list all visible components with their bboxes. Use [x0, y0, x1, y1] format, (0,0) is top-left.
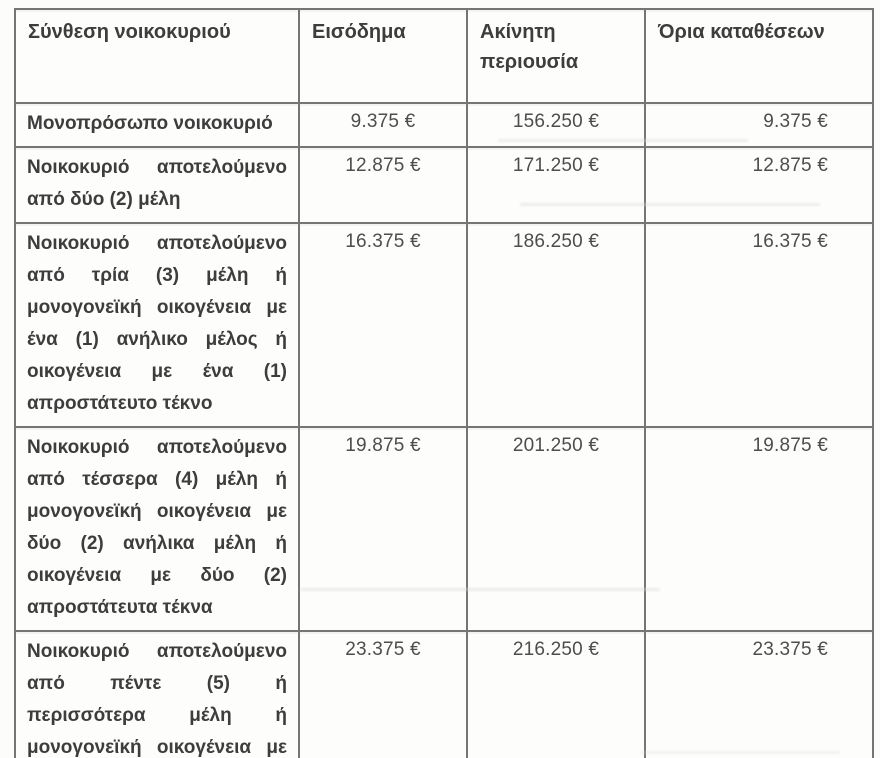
cell-income: 12.875 € [298, 146, 468, 224]
cell-composition: Νοικοκυριό αποτελούμενο από δύο (2) μέλη [14, 146, 300, 224]
table-header-row: Σύνθεση νοικοκυριού Εισόδημα Ακίνητη περ… [14, 8, 874, 104]
cell-real-estate: 171.250 € [466, 146, 646, 224]
scan-artifact [300, 588, 660, 591]
cell-income: 16.375 € [298, 222, 468, 428]
cell-income: 23.375 € [298, 630, 468, 758]
cell-composition: Νοικοκυριό αποτελούμενο από τέσσερα (4) … [14, 426, 300, 632]
column-header-deposit-limits: Όρια καταθέσεων [644, 8, 874, 104]
cell-deposit-limit: 9.375 € [644, 102, 874, 148]
cell-deposit-limit: 16.375 € [644, 222, 874, 428]
cell-real-estate: 186.250 € [466, 222, 646, 428]
cell-deposit-limit: 23.375 € [644, 630, 874, 758]
cell-deposit-limit: 12.875 € [644, 146, 874, 224]
table-row-three-members: Νοικοκυριό αποτελούμενο από τρία (3) μέλ… [14, 222, 874, 428]
column-header-real-estate: Ακίνητη περιουσία [466, 8, 646, 104]
cell-real-estate: 156.250 € [466, 102, 646, 148]
cell-composition: Νοικοκυριό αποτελούμενο από τρία (3) μέλ… [14, 222, 300, 428]
cell-composition: Μονοπρόσωπο νοικοκυριό [14, 102, 300, 148]
cell-real-estate: 201.250 € [466, 426, 646, 632]
cell-real-estate: 216.250 € [466, 630, 646, 758]
table-row-two-members: Νοικοκυριό αποτελούμενο από δύο (2) μέλη… [14, 146, 874, 224]
cell-income: 9.375 € [298, 102, 468, 148]
scan-artifact [498, 139, 748, 142]
scan-artifact [520, 203, 820, 206]
scan-artifact [640, 751, 840, 754]
column-header-household-composition: Σύνθεση νοικοκυριού [14, 8, 300, 104]
cell-composition: Νοικοκυριό αποτελούμενο από πέντε (5) ή … [14, 630, 300, 758]
household-thresholds-table: Σύνθεση νοικοκυριού Εισόδημα Ακίνητη περ… [14, 8, 874, 758]
cell-income: 19.875 € [298, 426, 468, 632]
column-header-income: Εισόδημα [298, 8, 468, 104]
table-row-four-members: Νοικοκυριό αποτελούμενο από τέσσερα (4) … [14, 426, 874, 632]
cell-deposit-limit: 19.875 € [644, 426, 874, 632]
table-row-single-person: Μονοπρόσωπο νοικοκυριό 9.375 € 156.250 €… [14, 102, 874, 148]
table-row-five-plus-members: Νοικοκυριό αποτελούμενο από πέντε (5) ή … [14, 630, 874, 758]
